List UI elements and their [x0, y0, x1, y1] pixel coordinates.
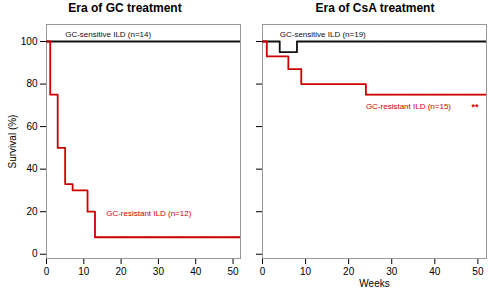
html-text:Era of CsA treatment: Era of CsA treatment — [315, 1, 435, 15]
svg-text:Survival (%): Survival (%) — [7, 115, 18, 169]
svg-text:40: 40 — [26, 163, 38, 174]
svg-text:20: 20 — [343, 266, 355, 277]
svg-text:0: 0 — [32, 248, 38, 259]
svg-text:10: 10 — [300, 266, 312, 277]
svg-text:GC-sensitive ILD (n=19): GC-sensitive ILD (n=19) — [280, 30, 366, 39]
svg-text:10: 10 — [78, 266, 90, 277]
svg-text:30: 30 — [153, 266, 165, 277]
svg-text:0: 0 — [44, 266, 50, 277]
svg-text:40: 40 — [429, 266, 441, 277]
svg-text:20: 20 — [26, 206, 38, 217]
svg-text:GC-sensitive ILD (n=14): GC-sensitive ILD (n=14) — [65, 30, 151, 39]
html-text:Era of GC treatment: Era of GC treatment — [68, 1, 182, 15]
svg-text:40: 40 — [190, 266, 202, 277]
svg-text:80: 80 — [26, 78, 38, 89]
svg-text:0: 0 — [260, 266, 266, 277]
svg-text:GC-resistant ILD (n=15): GC-resistant ILD (n=15) — [366, 102, 451, 111]
svg-text:60: 60 — [26, 121, 38, 132]
svg-text:100: 100 — [21, 36, 38, 47]
svg-text:**: ** — [471, 102, 479, 112]
svg-text:30: 30 — [386, 266, 398, 277]
svg-text:50: 50 — [227, 266, 239, 277]
svg-text:20: 20 — [116, 266, 128, 277]
svg-text:GC-resistant ILD (n=12): GC-resistant ILD (n=12) — [106, 209, 191, 218]
svg-text:50: 50 — [472, 266, 484, 277]
svg-text:Weeks: Weeks — [359, 278, 389, 289]
